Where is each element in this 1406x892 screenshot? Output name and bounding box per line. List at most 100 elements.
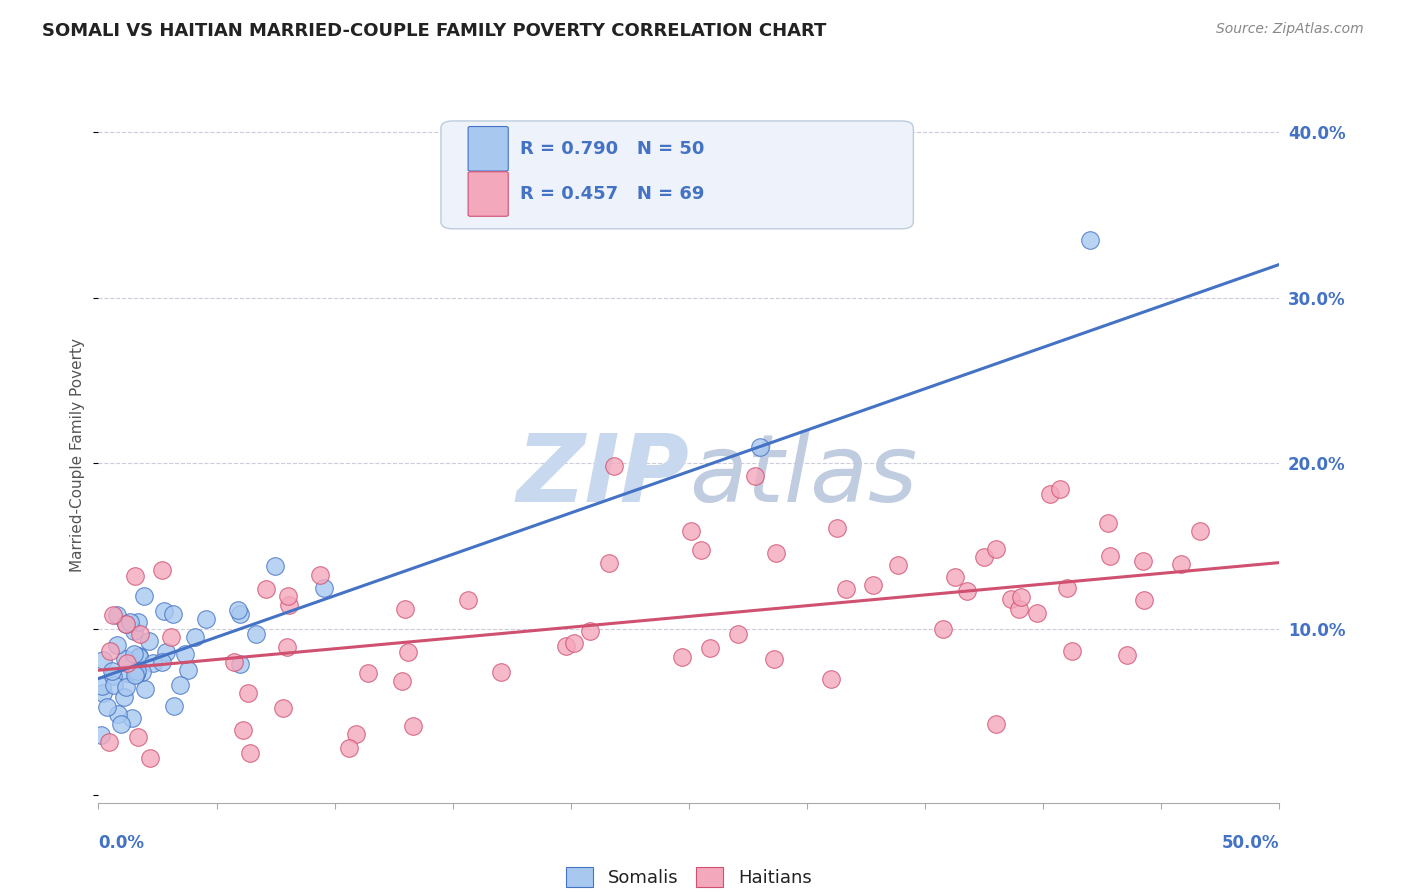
Point bbox=[91, 653, 114, 667]
Point bbox=[1010, 590, 1032, 604]
Point bbox=[155, 645, 177, 659]
Point bbox=[973, 550, 995, 565]
Point bbox=[308, 568, 330, 582]
Point bbox=[91, 686, 114, 700]
Point bbox=[101, 669, 124, 683]
Point bbox=[96, 699, 118, 714]
Point bbox=[984, 717, 1007, 731]
Point bbox=[163, 698, 186, 713]
Point bbox=[744, 469, 766, 483]
Point bbox=[229, 607, 252, 621]
Point bbox=[152, 604, 174, 618]
Point bbox=[112, 690, 135, 704]
Point bbox=[254, 582, 277, 596]
Point bbox=[150, 655, 173, 669]
Point bbox=[138, 634, 160, 648]
Point bbox=[124, 667, 146, 681]
Text: ZIP: ZIP bbox=[516, 430, 689, 522]
Point bbox=[128, 650, 150, 665]
Point bbox=[124, 667, 146, 681]
Point bbox=[337, 740, 360, 755]
Point bbox=[162, 607, 184, 621]
Point bbox=[1000, 591, 1022, 606]
Point bbox=[1170, 557, 1192, 571]
Point bbox=[862, 578, 884, 592]
Point bbox=[90, 728, 112, 742]
Point bbox=[1133, 593, 1156, 607]
Point bbox=[226, 602, 249, 616]
Point bbox=[245, 627, 267, 641]
Point bbox=[150, 563, 173, 577]
Point bbox=[236, 686, 259, 700]
Point bbox=[224, 655, 246, 669]
Point bbox=[277, 599, 299, 613]
Point bbox=[402, 719, 425, 733]
Point bbox=[122, 624, 145, 638]
Point bbox=[932, 622, 955, 636]
Point bbox=[232, 723, 254, 738]
Point bbox=[107, 638, 129, 652]
Point bbox=[97, 735, 120, 749]
FancyBboxPatch shape bbox=[468, 127, 508, 171]
Point bbox=[689, 542, 711, 557]
Point bbox=[344, 727, 367, 741]
Point bbox=[699, 641, 721, 656]
Point bbox=[835, 582, 858, 597]
Point bbox=[277, 589, 299, 603]
Point bbox=[142, 656, 165, 670]
Point bbox=[1116, 648, 1139, 663]
Point bbox=[1056, 581, 1078, 595]
Point bbox=[984, 542, 1007, 557]
Point bbox=[125, 665, 148, 679]
Point bbox=[115, 617, 138, 632]
Point bbox=[1097, 516, 1119, 530]
Text: atlas: atlas bbox=[689, 430, 917, 521]
Point bbox=[491, 665, 513, 680]
Text: R = 0.790   N = 50: R = 0.790 N = 50 bbox=[520, 140, 704, 158]
Point bbox=[562, 636, 585, 650]
Point bbox=[765, 546, 787, 560]
Point bbox=[827, 521, 849, 535]
Point bbox=[820, 672, 842, 686]
Point bbox=[139, 751, 162, 765]
Point bbox=[671, 649, 693, 664]
Point bbox=[129, 627, 152, 641]
Text: SOMALI VS HAITIAN MARRIED-COUPLE FAMILY POVERTY CORRELATION CHART: SOMALI VS HAITIAN MARRIED-COUPLE FAMILY … bbox=[42, 22, 827, 40]
Text: R = 0.457   N = 69: R = 0.457 N = 69 bbox=[520, 185, 704, 203]
Point bbox=[173, 647, 195, 661]
FancyBboxPatch shape bbox=[468, 172, 508, 216]
Point bbox=[1007, 602, 1029, 616]
Point bbox=[98, 644, 121, 658]
Point bbox=[105, 608, 128, 623]
Point bbox=[124, 569, 146, 583]
Point bbox=[115, 616, 138, 631]
Point bbox=[229, 657, 252, 672]
Text: Source: ZipAtlas.com: Source: ZipAtlas.com bbox=[1216, 22, 1364, 37]
Point bbox=[110, 716, 132, 731]
Point bbox=[177, 663, 200, 677]
Point bbox=[101, 608, 124, 623]
Point bbox=[679, 524, 702, 538]
Point bbox=[121, 710, 143, 724]
Point bbox=[598, 556, 620, 570]
Legend: Somalis, Haitians: Somalis, Haitians bbox=[560, 859, 818, 892]
Point bbox=[1189, 524, 1212, 538]
Point bbox=[131, 665, 153, 680]
Point bbox=[945, 569, 967, 583]
Point bbox=[394, 602, 416, 616]
Point bbox=[183, 630, 205, 644]
Point bbox=[1132, 554, 1154, 568]
Text: 0.0%: 0.0% bbox=[98, 834, 145, 852]
Point bbox=[118, 615, 141, 629]
Point bbox=[886, 558, 908, 572]
Point bbox=[264, 558, 287, 573]
Point bbox=[194, 612, 217, 626]
Point bbox=[107, 707, 129, 722]
Point bbox=[134, 681, 156, 696]
Point bbox=[115, 665, 138, 680]
Point bbox=[127, 730, 149, 744]
Point bbox=[91, 679, 114, 693]
Point bbox=[160, 630, 183, 644]
Point bbox=[114, 652, 136, 666]
Point bbox=[101, 664, 124, 678]
